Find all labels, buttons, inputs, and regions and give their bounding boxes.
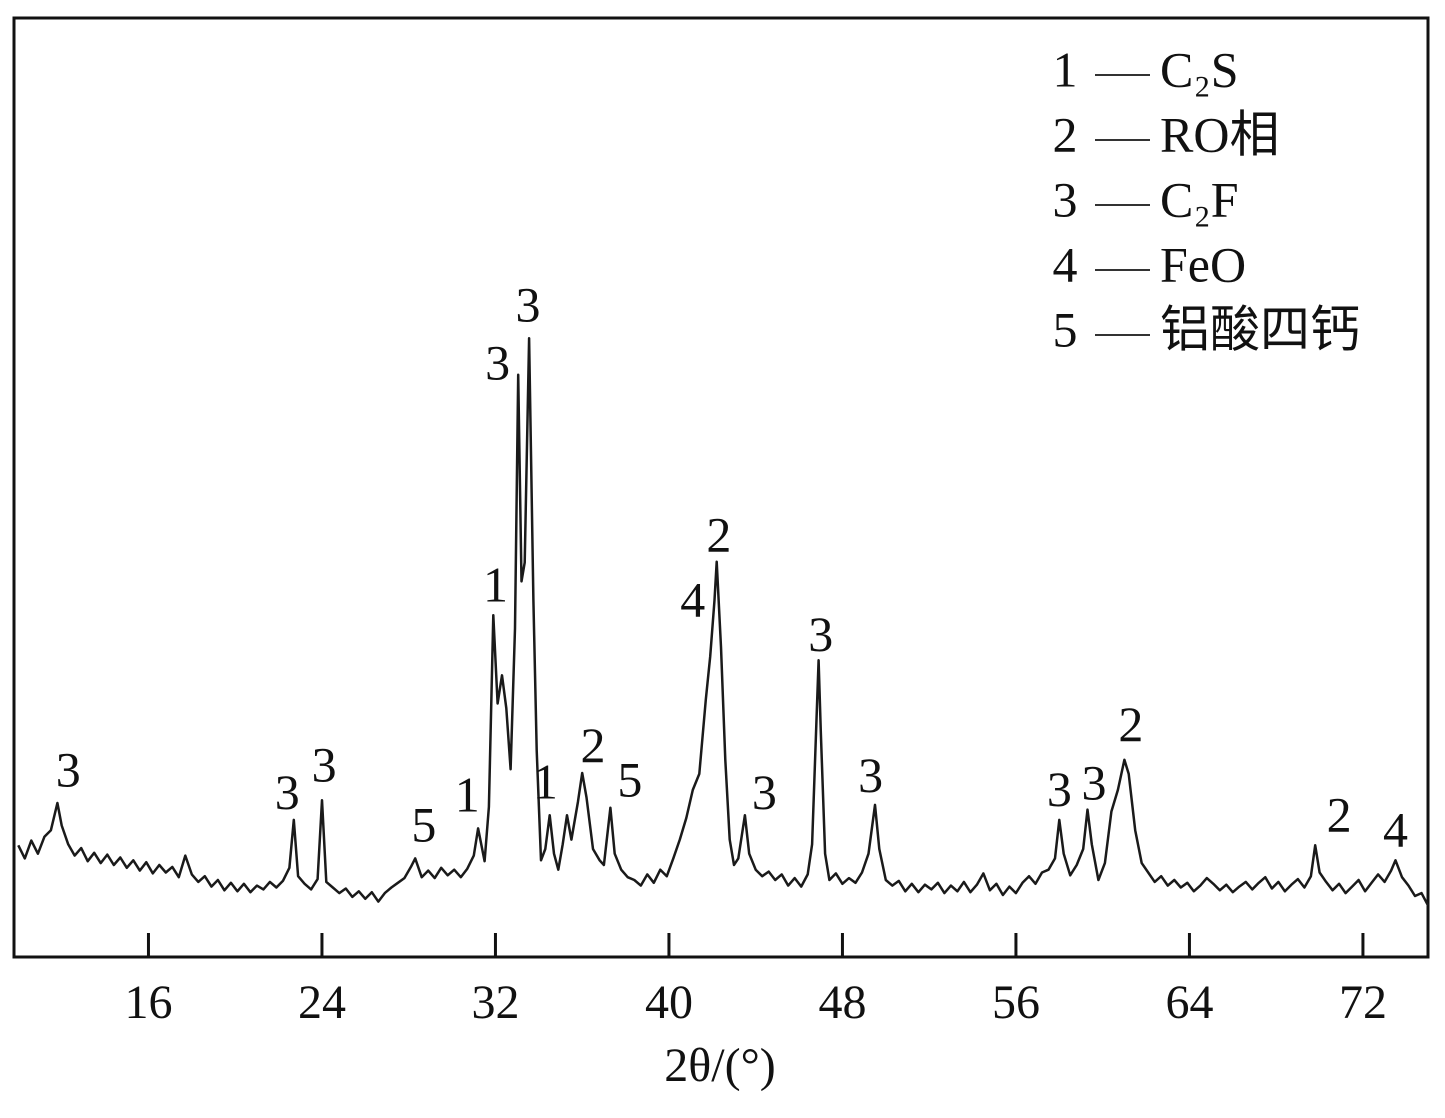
legend-name: FeO: [1160, 236, 1246, 292]
x-axis-label: 2θ/(°): [664, 1039, 776, 1092]
legend-name: RO相: [1160, 106, 1279, 162]
peak-label: 3: [1047, 761, 1072, 817]
peak-label: 3: [515, 276, 540, 332]
peak-label: 2: [1327, 786, 1352, 842]
peak-label: 3: [275, 764, 300, 820]
peak-label: 1: [455, 767, 480, 823]
legend-number: 5: [1053, 301, 1078, 357]
x-tick-label: 16: [124, 976, 172, 1029]
legend-number: 2: [1053, 106, 1078, 162]
legend-number: 1: [1053, 41, 1078, 97]
legend-name: 铝酸四钙: [1160, 301, 1360, 357]
x-tick-label: 72: [1339, 976, 1387, 1029]
peak-label: 3: [312, 737, 337, 793]
x-tick-label: 64: [1165, 976, 1213, 1029]
peak-label: 5: [617, 752, 642, 808]
peak-label: 2: [706, 507, 731, 563]
peak-label: 3: [752, 764, 777, 820]
peak-label: 3: [858, 747, 883, 803]
peak-label: 3: [1082, 754, 1107, 810]
peak-label: 2: [1118, 696, 1143, 752]
x-tick-label: 24: [298, 976, 346, 1029]
peak-label: 3: [56, 741, 81, 797]
legend-number: 3: [1053, 171, 1078, 227]
legend-name: C₂F: [1160, 171, 1239, 227]
peak-label: 2: [581, 717, 606, 773]
peak-label: 4: [1383, 801, 1408, 857]
plot-frame: [12, 16, 1430, 959]
peak-label: 3: [808, 606, 833, 662]
x-tick-label: 32: [471, 976, 519, 1029]
x-tick-label: 48: [818, 976, 866, 1029]
legend-number: 4: [1053, 236, 1078, 292]
legend-name: C₂S: [1160, 41, 1239, 97]
peak-label: 4: [680, 571, 705, 627]
peak-label: 1: [483, 556, 508, 612]
peak-label: 5: [411, 797, 436, 853]
x-tick-label: 56: [992, 976, 1040, 1029]
xrd-trace: [17, 336, 1430, 906]
peak-label: 1: [533, 754, 558, 810]
x-tick-label: 40: [645, 976, 693, 1029]
peak-label: 3: [485, 335, 510, 391]
